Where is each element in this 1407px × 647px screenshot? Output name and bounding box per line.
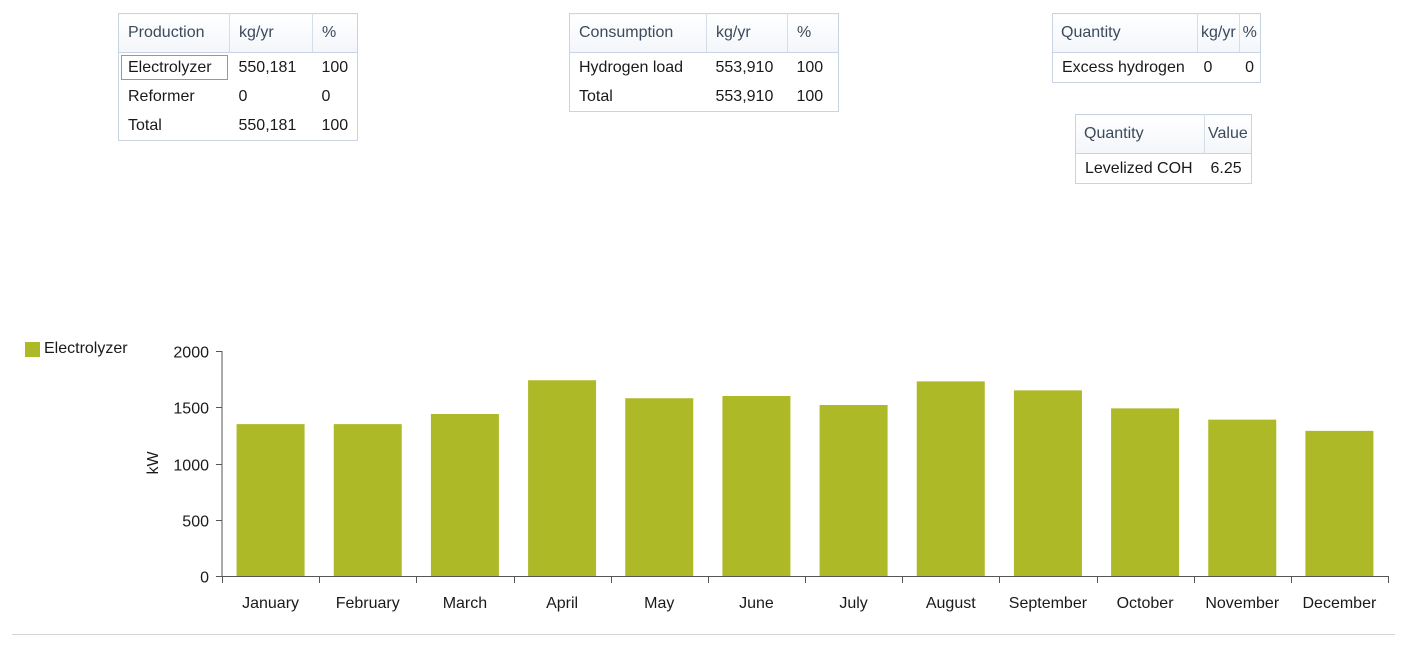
table-row[interactable]: Total 553,910 100 xyxy=(570,82,839,112)
col-header-percent[interactable]: % xyxy=(1239,13,1261,53)
cell-percent[interactable]: 100 xyxy=(796,87,824,105)
levelized-coh-table: Quantity Value Levelized COH 6.25 xyxy=(1075,114,1252,184)
x-tick-label: December xyxy=(1303,595,1377,612)
bar-march xyxy=(430,414,499,576)
cell-kgyr[interactable]: 553,910 xyxy=(715,58,774,76)
bar-october xyxy=(1111,408,1180,576)
y-tick-label: 500 xyxy=(182,514,209,531)
chart-legend: Electrolyzer xyxy=(25,340,128,358)
cell-percent[interactable]: 100 xyxy=(321,116,349,134)
bar-september xyxy=(1013,390,1082,576)
y-axis-label: kW xyxy=(145,451,162,475)
x-tick-label: August xyxy=(926,595,976,612)
x-tick-label: April xyxy=(546,595,578,612)
cell-percent[interactable]: 100 xyxy=(796,58,824,76)
col-header-kgyr[interactable]: kg/yr xyxy=(706,13,788,53)
table-row[interactable]: Excess hydrogen 0 0 xyxy=(1053,53,1261,83)
x-tick-label: May xyxy=(644,595,674,612)
table-row[interactable]: Reformer 0 0 xyxy=(119,82,358,111)
cell-source[interactable]: Electrolyzer xyxy=(119,53,230,83)
production-table: Production kg/yr % Electrolyzer 550,181 … xyxy=(118,13,359,141)
divider xyxy=(12,634,1395,635)
col-header-quantity[interactable]: Quantity xyxy=(1075,114,1205,154)
bar-june xyxy=(722,396,791,576)
bar-january xyxy=(236,424,305,576)
cell-kgyr[interactable]: 550,181 xyxy=(238,116,297,134)
bar-may xyxy=(625,398,694,576)
y-tick-label: 2000 xyxy=(173,345,209,362)
cell-kgyr[interactable]: 553,910 xyxy=(715,87,774,105)
table-row[interactable]: Hydrogen load 553,910 100 xyxy=(570,53,839,83)
table-row[interactable]: Levelized COH 6.25 xyxy=(1076,154,1252,184)
coh-table-header: Quantity Value xyxy=(1075,114,1252,154)
table-row[interactable]: Electrolyzer 550,181 100 xyxy=(119,53,358,83)
x-tick-label: September xyxy=(1009,595,1088,612)
col-header-percent[interactable]: % xyxy=(312,13,358,53)
cell-kgyr[interactable]: 550,181 xyxy=(238,58,297,76)
cell-sink[interactable]: Hydrogen load xyxy=(579,58,684,76)
consumption-table-header: Consumption kg/yr % xyxy=(569,13,839,53)
cell-percent[interactable]: 0 xyxy=(321,87,331,105)
x-tick-label: February xyxy=(336,595,400,612)
bar-february xyxy=(333,424,402,576)
cell-sink[interactable]: Total xyxy=(579,87,613,105)
legend-swatch-electrolyzer xyxy=(25,341,40,357)
col-header-percent[interactable]: % xyxy=(787,13,839,53)
table-row[interactable]: Total 550,181 100 xyxy=(119,111,358,141)
x-tick-label: November xyxy=(1205,595,1279,612)
excess-hydrogen-table: Quantity kg/yr % Excess hydrogen 0 0 xyxy=(1052,13,1262,83)
cell-value[interactable]: 6.25 xyxy=(1210,159,1242,177)
consumption-table: Consumption kg/yr % Hydrogen load 553,91… xyxy=(569,13,839,112)
bar-december xyxy=(1305,430,1374,576)
x-tick-label: October xyxy=(1117,595,1175,612)
bar-july xyxy=(819,405,888,576)
col-header-consumption[interactable]: Consumption xyxy=(569,13,707,53)
production-table-header: Production kg/yr % xyxy=(118,13,358,53)
y-tick-label: 1000 xyxy=(173,458,209,475)
col-header-kgyr[interactable]: kg/yr xyxy=(1197,13,1240,53)
cell-kgyr[interactable]: 0 xyxy=(1203,58,1213,76)
x-tick-label: March xyxy=(443,595,487,612)
cell-quantity[interactable]: Excess hydrogen xyxy=(1062,58,1185,76)
bar-november xyxy=(1208,419,1277,576)
cell-source[interactable]: Total xyxy=(128,116,162,134)
cell-percent[interactable]: 100 xyxy=(321,58,349,76)
col-header-value[interactable]: Value xyxy=(1204,114,1252,154)
cell-percent[interactable]: 0 xyxy=(1245,58,1255,76)
col-header-production[interactable]: Production xyxy=(118,13,230,53)
cell-quantity[interactable]: Levelized COH xyxy=(1085,159,1193,177)
x-tick-label: July xyxy=(839,595,867,612)
y-tick-label: 0 xyxy=(200,570,209,587)
bar-august xyxy=(916,381,985,576)
excess-table-header: Quantity kg/yr % xyxy=(1052,13,1261,53)
col-header-kgyr[interactable]: kg/yr xyxy=(229,13,313,53)
bar-april xyxy=(528,380,597,576)
cell-kgyr[interactable]: 0 xyxy=(238,87,248,105)
legend-label-electrolyzer: Electrolyzer xyxy=(44,340,128,357)
y-tick-label: 1500 xyxy=(173,401,209,418)
x-tick-label: June xyxy=(739,595,774,612)
cell-source[interactable]: Reformer xyxy=(128,87,195,105)
col-header-quantity[interactable]: Quantity xyxy=(1052,13,1198,53)
x-tick-label: January xyxy=(242,595,299,612)
